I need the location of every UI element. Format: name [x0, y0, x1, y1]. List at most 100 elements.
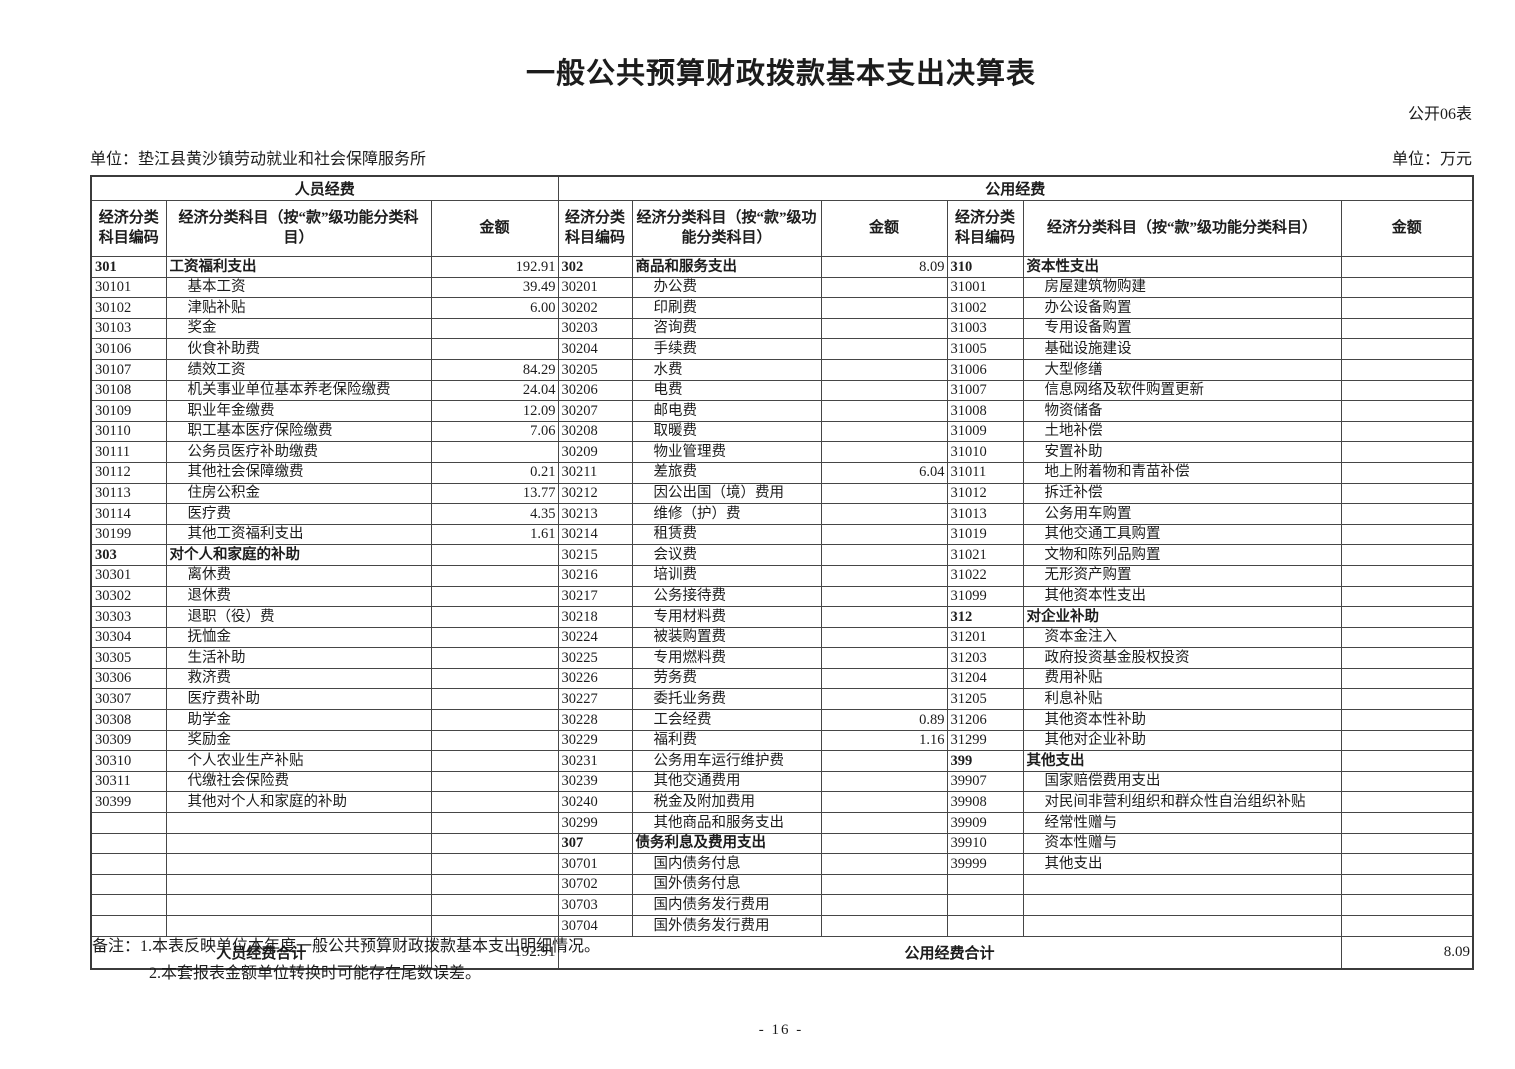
- subject-cell: [1022, 894, 1342, 916]
- amount-cell: [820, 544, 948, 566]
- amount-cell: [1340, 482, 1474, 505]
- amount-cell: [820, 873, 948, 896]
- table-row: 30101 基本工资 39.49 30201 办公费 31001 房屋建筑物购建: [90, 276, 1474, 299]
- page-number: - 16 -: [758, 1022, 804, 1038]
- code-cell: 30204: [557, 338, 633, 360]
- amount-cell: [1340, 441, 1474, 463]
- code-cell: 307: [557, 832, 633, 855]
- amount-cell: [430, 338, 559, 360]
- amount-cell: [430, 585, 559, 608]
- code-cell: 30209: [557, 441, 633, 463]
- subject-cell: 资本性赠与: [1022, 832, 1342, 855]
- amount-cell: [430, 791, 559, 814]
- amount-cell: [1340, 688, 1474, 711]
- subject-cell: 大型修缮: [1022, 358, 1342, 381]
- personnel-total-label: 人员经费合计: [90, 935, 432, 970]
- amount-cell: 0.89: [820, 709, 948, 731]
- code-cell: 30240: [557, 791, 633, 814]
- amount-cell: [430, 626, 559, 649]
- subject-cell: 利息补贴: [1022, 688, 1342, 711]
- subject-cell: 退职（役）费: [165, 606, 432, 628]
- subject-cell: 其他社会保障缴费: [165, 461, 432, 484]
- subject-cell: 基础设施建设: [1022, 338, 1342, 360]
- amount-cell: [430, 317, 559, 340]
- code-cell: 31011: [946, 461, 1024, 484]
- amount-cell: [820, 832, 948, 855]
- amount-cell: [820, 853, 948, 875]
- code-cell: 30305: [90, 647, 167, 669]
- table-row: 30299 其他商品和服务支出 39909 经常性赠与: [90, 812, 1474, 834]
- code-cell: 31204: [946, 667, 1024, 690]
- amount-cell: [430, 647, 559, 669]
- amount-cell: [1340, 750, 1474, 772]
- table-row: 30109 职业年金缴费 12.09 30207 邮电费 31008 物资储备: [90, 400, 1474, 422]
- code-cell: 31003: [946, 317, 1024, 340]
- amount-cell: [1340, 853, 1474, 875]
- subject-cell: 其他对企业补助: [1022, 729, 1342, 752]
- code-cell: 31203: [946, 647, 1024, 669]
- code-cell: [90, 894, 167, 916]
- subject-cell: 对民间非营利组织和群众性自治组织补贴: [1022, 791, 1342, 814]
- amount-cell: [820, 791, 948, 814]
- amount-cell: [820, 915, 948, 937]
- note-text-2: 2.本套报表金额单位转换时可能存在尾数误差。: [149, 965, 482, 982]
- amount-cell: [1340, 647, 1474, 669]
- subject-cell: 对个人和家庭的补助: [165, 544, 432, 566]
- table-row: 30306 救济费 30226 劳务费 31204 费用补贴: [90, 667, 1474, 690]
- subject-cell: 职业年金缴费: [165, 400, 432, 422]
- subject-cell: 专用设备购置: [1022, 317, 1342, 340]
- table-row: 30305 生活补助 30225 专用燃料费 31203 政府投资基金股权投资: [90, 647, 1474, 669]
- subject-cell: 取暖费: [631, 420, 822, 443]
- subject-cell: 国内债务付息: [631, 853, 822, 875]
- table-row: 307 债务利息及费用支出 39910 资本性赠与: [90, 832, 1474, 855]
- subject-cell: 奖金: [165, 317, 432, 340]
- note-text-1: 1.本表反映单位本年度一般公共预算财政拨款基本支出明细情况。: [140, 938, 601, 955]
- table-row: 30302 退休费 30217 公务接待费 31099 其他资本性支出: [90, 585, 1474, 608]
- table-row: 30108 机关事业单位基本养老保险缴费 24.04 30206 电费 31007 信息网络…: [90, 379, 1474, 402]
- code-cell: 30228: [557, 709, 633, 731]
- subject-cell: 文物和陈列品购置: [1022, 544, 1342, 566]
- code-cell: 30299: [557, 812, 633, 834]
- code-cell: 30107: [90, 358, 167, 381]
- column-header-subject: 经济分类科目（按“款”级功能分类科目）: [165, 200, 432, 257]
- table-row: 30106 伙食补助费 30204 手续费 31005 基础设施建设: [90, 338, 1474, 360]
- amount-cell: [430, 441, 559, 463]
- amount-cell: [820, 667, 948, 690]
- table-row: 30110 职工基本医疗保险缴费 7.06 30208 取暖费 31009 土地补偿: [90, 420, 1474, 443]
- page-title: 一般公共预算财政拨款基本支出决算表: [525, 58, 1036, 90]
- code-cell: 31022: [946, 564, 1024, 587]
- subject-cell: 国外债务发行费用: [631, 915, 822, 937]
- code-cell: 30201: [557, 276, 633, 299]
- table-row: 30310 个人农业生产补贴 30231 公务用车运行维护费 399 其他支出: [90, 750, 1474, 772]
- subject-cell: 公务员医疗补助缴费: [165, 441, 432, 463]
- group-header-row: 人员经费 公用经费: [90, 175, 1474, 201]
- subject-cell: 费用补贴: [1022, 667, 1342, 690]
- code-cell: 30102: [90, 297, 167, 319]
- subject-cell: 住房公积金: [165, 482, 432, 505]
- subject-cell: 其他工资福利支出: [165, 523, 432, 546]
- table-row: 30701 国内债务付息 39999 其他支出: [90, 853, 1474, 875]
- code-cell: 301: [90, 256, 167, 278]
- subject-cell: 办公设备购置: [1022, 297, 1342, 319]
- column-header-amount: 金额: [820, 200, 948, 257]
- subject-cell: 助学金: [165, 709, 432, 731]
- subject-cell: 会议费: [631, 544, 822, 566]
- amount-cell: [820, 688, 948, 711]
- code-cell: [90, 812, 167, 834]
- code-cell: 399: [946, 750, 1024, 772]
- amount-cell: [820, 523, 948, 546]
- amount-cell: [1340, 894, 1474, 916]
- amount-cell: [430, 770, 559, 793]
- subject-cell: 印刷费: [631, 297, 822, 319]
- subject-cell: 公务接待费: [631, 585, 822, 608]
- table-row: 30107 绩效工资 84.29 30205 水费 31006 大型修缮: [90, 358, 1474, 381]
- code-cell: 31099: [946, 585, 1024, 608]
- amount-cell: [430, 832, 559, 855]
- subject-cell: 专用燃料费: [631, 647, 822, 669]
- table-row: 30308 助学金 30228 工会经费 0.89 31206 其他资本性补助: [90, 709, 1474, 731]
- amount-cell: [1340, 358, 1474, 381]
- amount-cell: [1340, 832, 1474, 855]
- subject-cell: 国外债务付息: [631, 873, 822, 896]
- amount-cell: [1340, 461, 1474, 484]
- code-cell: 31013: [946, 503, 1024, 525]
